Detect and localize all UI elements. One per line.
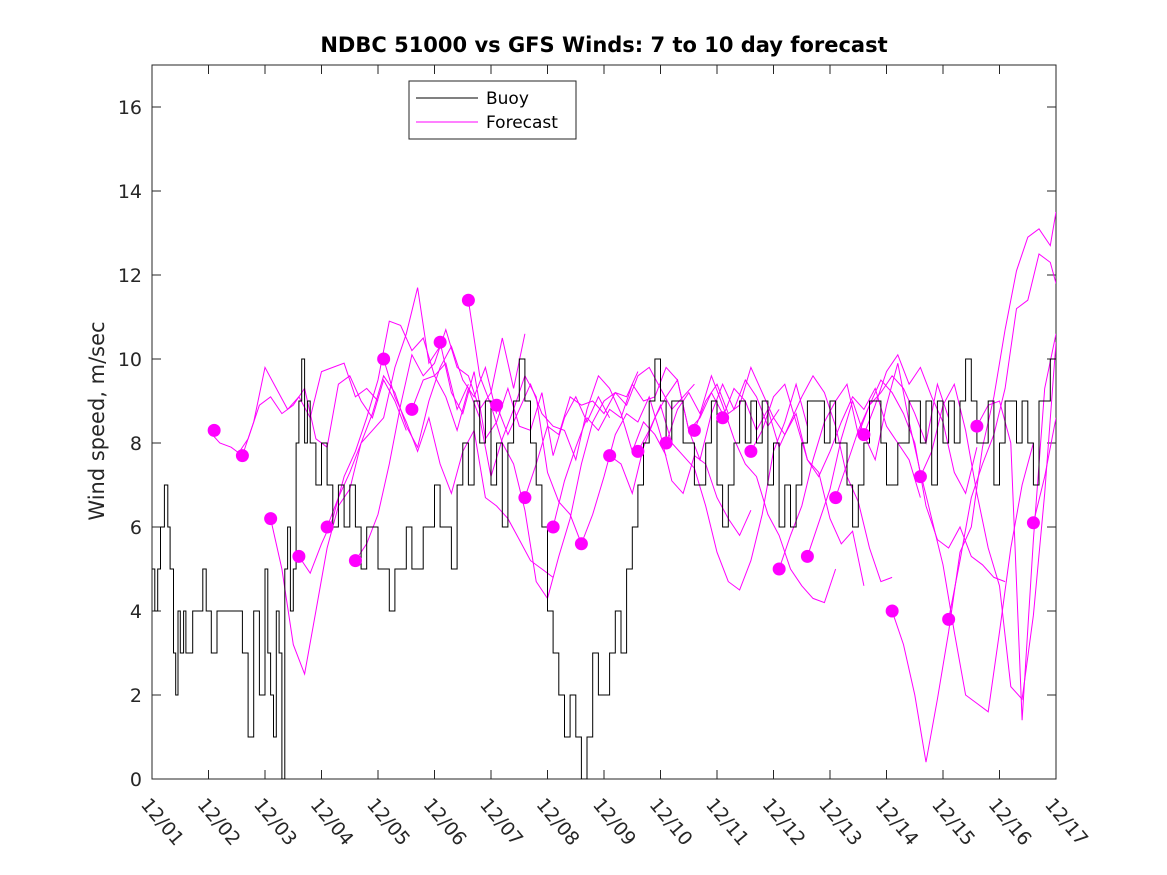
forecast-line [208,362,379,457]
forecast-marker [829,491,843,505]
forecast-line [891,211,1056,763]
y-tick-label: 0 [130,769,142,791]
forecast-line [693,365,865,586]
y-axis-label: Wind speed, m/sec [85,321,109,520]
forecast-marker [772,562,786,576]
forecast-marker [857,428,871,442]
plot-frame [151,64,1057,780]
forecast-marker [490,398,504,412]
forecast-marker [433,335,447,349]
forecast-line [976,333,1056,721]
forecast-line [383,358,554,578]
forecast-marker [405,402,419,416]
forecast-marker [264,512,278,526]
forecast-marker [631,444,645,458]
chart-title: NDBC 51000 vs GFS Winds: 7 to 10 day for… [320,33,887,57]
forecast-marker [207,423,221,437]
y-tick-label: 10 [118,349,142,371]
forecast-marker [377,352,391,366]
forecast-marker [885,604,899,618]
forecast-line [270,287,441,676]
forecast-marker [942,612,956,626]
forecast-marker [235,449,249,463]
legend: Buoy Forecast [408,80,577,140]
forecast-marker [716,411,730,425]
forecast-marker [687,423,701,437]
forecast-marker [292,549,306,563]
forecast-line [1032,417,1056,523]
forecast-marker [1026,516,1040,530]
legend-label-forecast: Forecast [486,113,558,133]
forecast-line [665,374,837,604]
forecast-marker [574,537,588,551]
y-tick-label: 6 [130,517,142,539]
buoy-line [152,358,1056,779]
forecast-line [806,353,978,557]
y-tick-label: 16 [118,97,142,119]
forecast-marker [546,520,560,534]
data-layer [152,211,1056,779]
forecast-marker [603,449,617,463]
legend-label-buoy: Buoy [486,89,529,109]
forecast-line [863,363,1034,713]
forecast-marker [348,554,362,568]
forecast-marker [518,491,532,505]
forecast-line [467,300,639,600]
forecast-marker [970,419,984,433]
legend-box [408,80,577,140]
forecast-line [439,342,611,456]
y-tick-label: 14 [118,181,142,203]
forecast-marker [913,470,927,484]
forecast-marker [320,520,334,534]
forecast-marker [744,444,758,458]
forecast-line [524,366,695,498]
forecast-marker [800,549,814,563]
forecast-marker [659,436,673,450]
forecast-line [948,253,1056,620]
forecast-marker [461,293,475,307]
y-tick-label: 12 [118,265,142,287]
y-tick-label: 2 [130,685,142,707]
y-tick-label: 4 [130,601,142,623]
y-tick-label: 8 [130,433,142,455]
